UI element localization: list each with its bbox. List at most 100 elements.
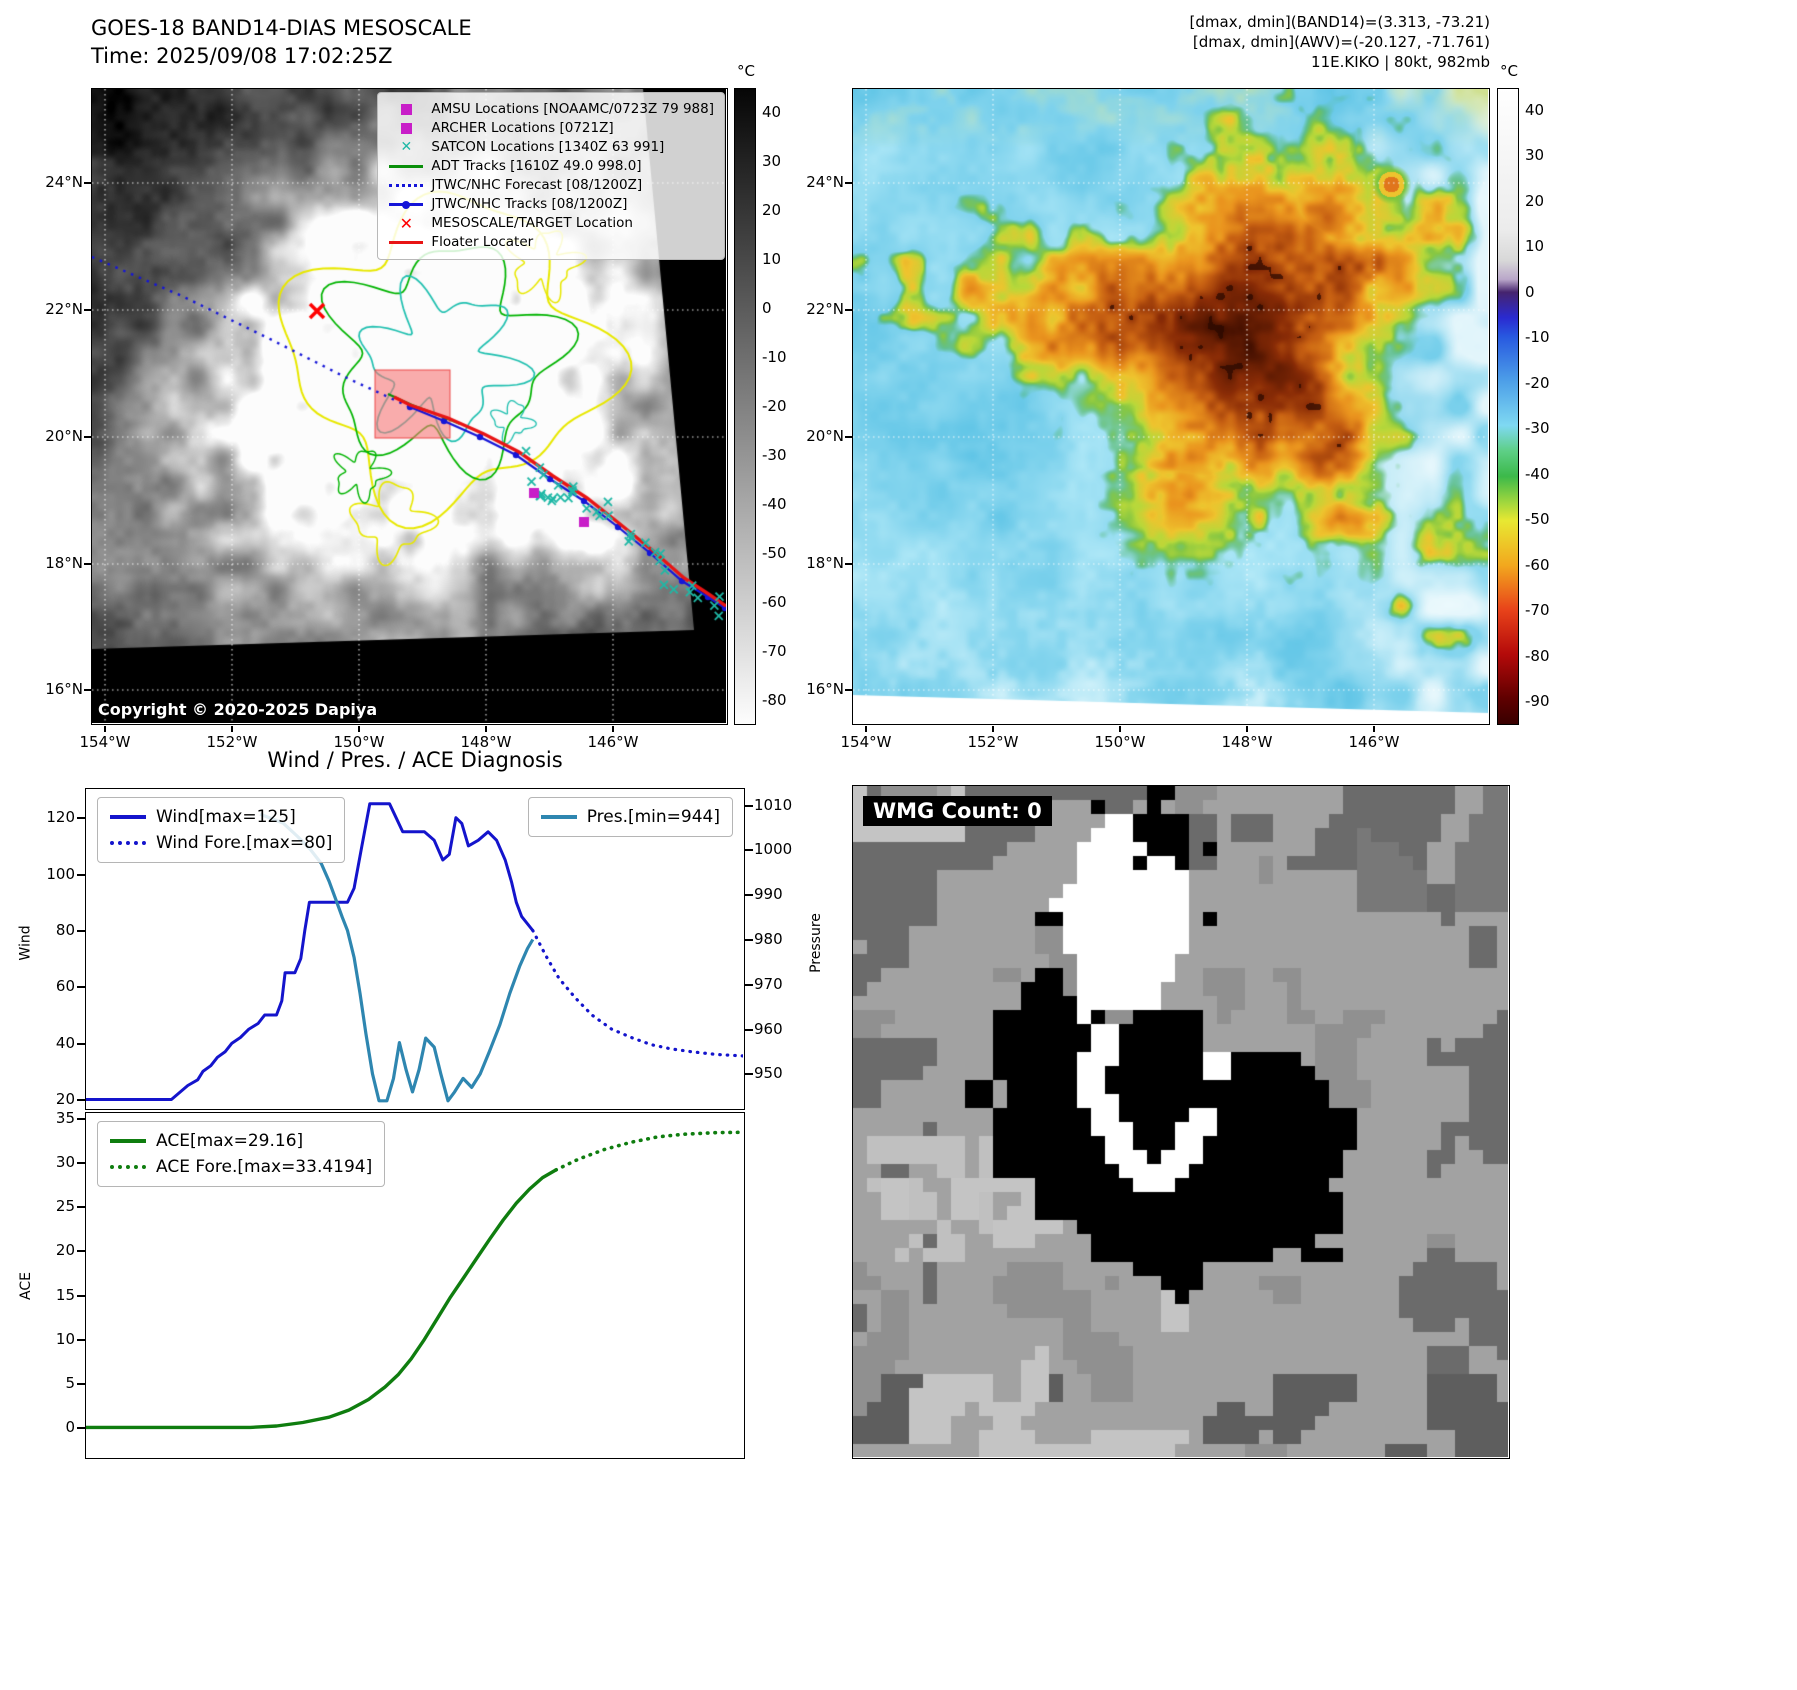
lat-tick-label: 20°N bbox=[806, 427, 844, 445]
y-tick-mark bbox=[77, 1383, 85, 1386]
lat-tick-label: 24°N bbox=[806, 173, 844, 191]
lat-tick-label: 22°N bbox=[806, 300, 844, 318]
chart-legend-entry: ACE[max=29.16] bbox=[110, 1128, 372, 1154]
lon-tick-label: 152°W bbox=[206, 733, 258, 751]
satcon-x-icon: ✕ bbox=[400, 139, 413, 155]
y2-tick-mark bbox=[745, 894, 753, 897]
lon-tick-label: 146°W bbox=[1348, 733, 1400, 751]
ir-colorbar-unit: °C bbox=[737, 62, 755, 80]
series-line-1 bbox=[554, 1130, 745, 1172]
ir-colorbar bbox=[734, 88, 756, 725]
lat-tick-mark bbox=[84, 689, 91, 691]
wind-pressure-chart: Wind[max=125] Wind Fore.[max=80] Pres.[min… bbox=[85, 788, 745, 1110]
chart-legend-entry: Pres.[min=944] bbox=[540, 804, 720, 830]
y-tick-label: 20 bbox=[55, 1241, 75, 1260]
lon-tick-label: 146°W bbox=[587, 733, 639, 751]
colorbar-tick-label: 0 bbox=[762, 298, 772, 317]
lon-tick-mark bbox=[1119, 726, 1121, 732]
track-line-dot-icon bbox=[388, 197, 424, 213]
legend-entry: JTWC/NHC Forecast [08/1200Z] bbox=[388, 176, 714, 195]
y-tick-label: 100 bbox=[46, 864, 75, 883]
y-tick-mark bbox=[77, 1162, 85, 1165]
solid-line-icon bbox=[110, 1139, 146, 1143]
legend-entry: ✕ MESOSCALE/TARGET Location bbox=[388, 214, 714, 233]
lat-tick-label: 22°N bbox=[45, 300, 83, 318]
series-line-0 bbox=[86, 802, 534, 1101]
dotted-line-icon bbox=[110, 1165, 146, 1169]
colorbar-tick-label: 0 bbox=[1525, 282, 1535, 301]
copyright-text: Copyright © 2020-2025 Dapiya bbox=[98, 700, 378, 719]
floater-line-icon bbox=[388, 235, 424, 251]
enhanced-ir-satellite-image bbox=[853, 89, 1488, 723]
satellite-product-title: GOES-18 BAND14-DIAS MESOSCALE bbox=[91, 16, 472, 40]
chart-legend-label: Pres.[min=944] bbox=[586, 807, 720, 827]
ace-chart: ACE[max=29.16] ACE Fore.[max=33.4194] bbox=[85, 1112, 745, 1459]
y-tick-mark bbox=[77, 1206, 85, 1209]
satellite-time: Time: 2025/09/08 17:02:25Z bbox=[91, 44, 393, 68]
colorbar-tick-label: -40 bbox=[762, 494, 787, 513]
colorbar-tick-label: 20 bbox=[1525, 191, 1545, 210]
solid-line-icon bbox=[110, 815, 146, 819]
y-tick-label: 35 bbox=[55, 1108, 75, 1127]
colorbar-tick-label: -70 bbox=[1525, 601, 1550, 620]
chart-legend: ACE[max=29.16] ACE Fore.[max=33.4194] bbox=[97, 1121, 386, 1187]
y2-tick-mark bbox=[745, 804, 753, 807]
lon-tick-mark bbox=[231, 726, 233, 732]
lon-tick-mark bbox=[612, 726, 614, 732]
lat-tick-mark bbox=[845, 182, 852, 184]
legend-label: Floater Locater bbox=[431, 234, 534, 250]
colorbar-tick-label: 10 bbox=[1525, 237, 1545, 256]
y-tick-label: 30 bbox=[55, 1153, 75, 1172]
legend-label: SATCON Locations [1340Z 63 991] bbox=[431, 139, 665, 155]
legend-label: ARCHER Locations [0721Z] bbox=[431, 120, 614, 136]
legend-entry: ADT Tracks [1610Z 49.0 998.0] bbox=[388, 157, 714, 176]
lon-tick-label: 148°W bbox=[460, 733, 512, 751]
colorbar-tick-label: 10 bbox=[762, 249, 782, 268]
chart-legend-entry: ACE Fore.[max=33.4194] bbox=[110, 1154, 372, 1180]
legend-entry: ✕ SATCON Locations [1340Z 63 991] bbox=[388, 138, 714, 157]
chart-legend-entry: Wind[max=125] bbox=[110, 804, 332, 830]
adt-track-line-icon bbox=[388, 159, 424, 175]
y-tick-label: 10 bbox=[55, 1329, 75, 1348]
y2-tick-label: 1000 bbox=[754, 840, 793, 859]
y-tick-mark bbox=[77, 873, 85, 876]
enhanced-ir-map-panel bbox=[852, 88, 1490, 725]
chart-legend-label: Wind[max=125] bbox=[156, 807, 296, 827]
chart-legend-label: ACE[max=29.16] bbox=[156, 1131, 304, 1151]
colorbar-tick-label: -80 bbox=[1525, 646, 1550, 665]
lon-tick-mark bbox=[104, 726, 106, 732]
map-legend: AMSU Locations [NOAAMC/0723Z 79 988] ARCH… bbox=[377, 92, 725, 260]
chart-legend: Wind[max=125] Wind Fore.[max=80] bbox=[97, 797, 346, 863]
legend-entry: Floater Locater bbox=[388, 233, 714, 252]
y-tick-mark bbox=[77, 1427, 85, 1430]
wmg-image bbox=[853, 786, 1508, 1457]
legend-label: AMSU Locations [NOAAMC/0723Z 79 988] bbox=[431, 101, 714, 117]
y2-tick-label: 990 bbox=[754, 885, 783, 904]
lat-tick-mark bbox=[84, 182, 91, 184]
lat-tick-mark bbox=[84, 563, 91, 565]
lat-tick-mark bbox=[845, 436, 852, 438]
lon-tick-label: 150°W bbox=[333, 733, 385, 751]
lon-tick-label: 152°W bbox=[967, 733, 1019, 751]
lon-tick-mark bbox=[1246, 726, 1248, 732]
y-tick-label: 40 bbox=[55, 1033, 75, 1052]
colorbar-tick-label: -30 bbox=[762, 445, 787, 464]
lon-tick-mark bbox=[992, 726, 994, 732]
lon-tick-mark bbox=[865, 726, 867, 732]
y-tick-label: 0 bbox=[65, 1418, 75, 1437]
y2-tick-label: 970 bbox=[754, 974, 783, 993]
legend-label: JTWC/NHC Tracks [08/1200Z] bbox=[431, 196, 628, 212]
y-tick-label: 120 bbox=[46, 808, 75, 827]
y-tick-label: 80 bbox=[55, 920, 75, 939]
chart-legend: Pres.[min=944] bbox=[527, 797, 733, 837]
lat-tick-label: 24°N bbox=[45, 173, 83, 191]
y2-tick-label: 1010 bbox=[754, 795, 793, 814]
y-tick-mark bbox=[77, 1250, 85, 1253]
chart-legend-label: Wind Fore.[max=80] bbox=[156, 833, 333, 853]
right-map-annotations: [dmax, dmin](BAND14)=(3.313, -73.21) [dm… bbox=[1190, 12, 1490, 72]
y2-tick-label: 950 bbox=[754, 1064, 783, 1083]
lon-tick-label: 154°W bbox=[840, 733, 892, 751]
series-line-2 bbox=[259, 812, 535, 1103]
chart2-plot bbox=[86, 1130, 745, 1430]
